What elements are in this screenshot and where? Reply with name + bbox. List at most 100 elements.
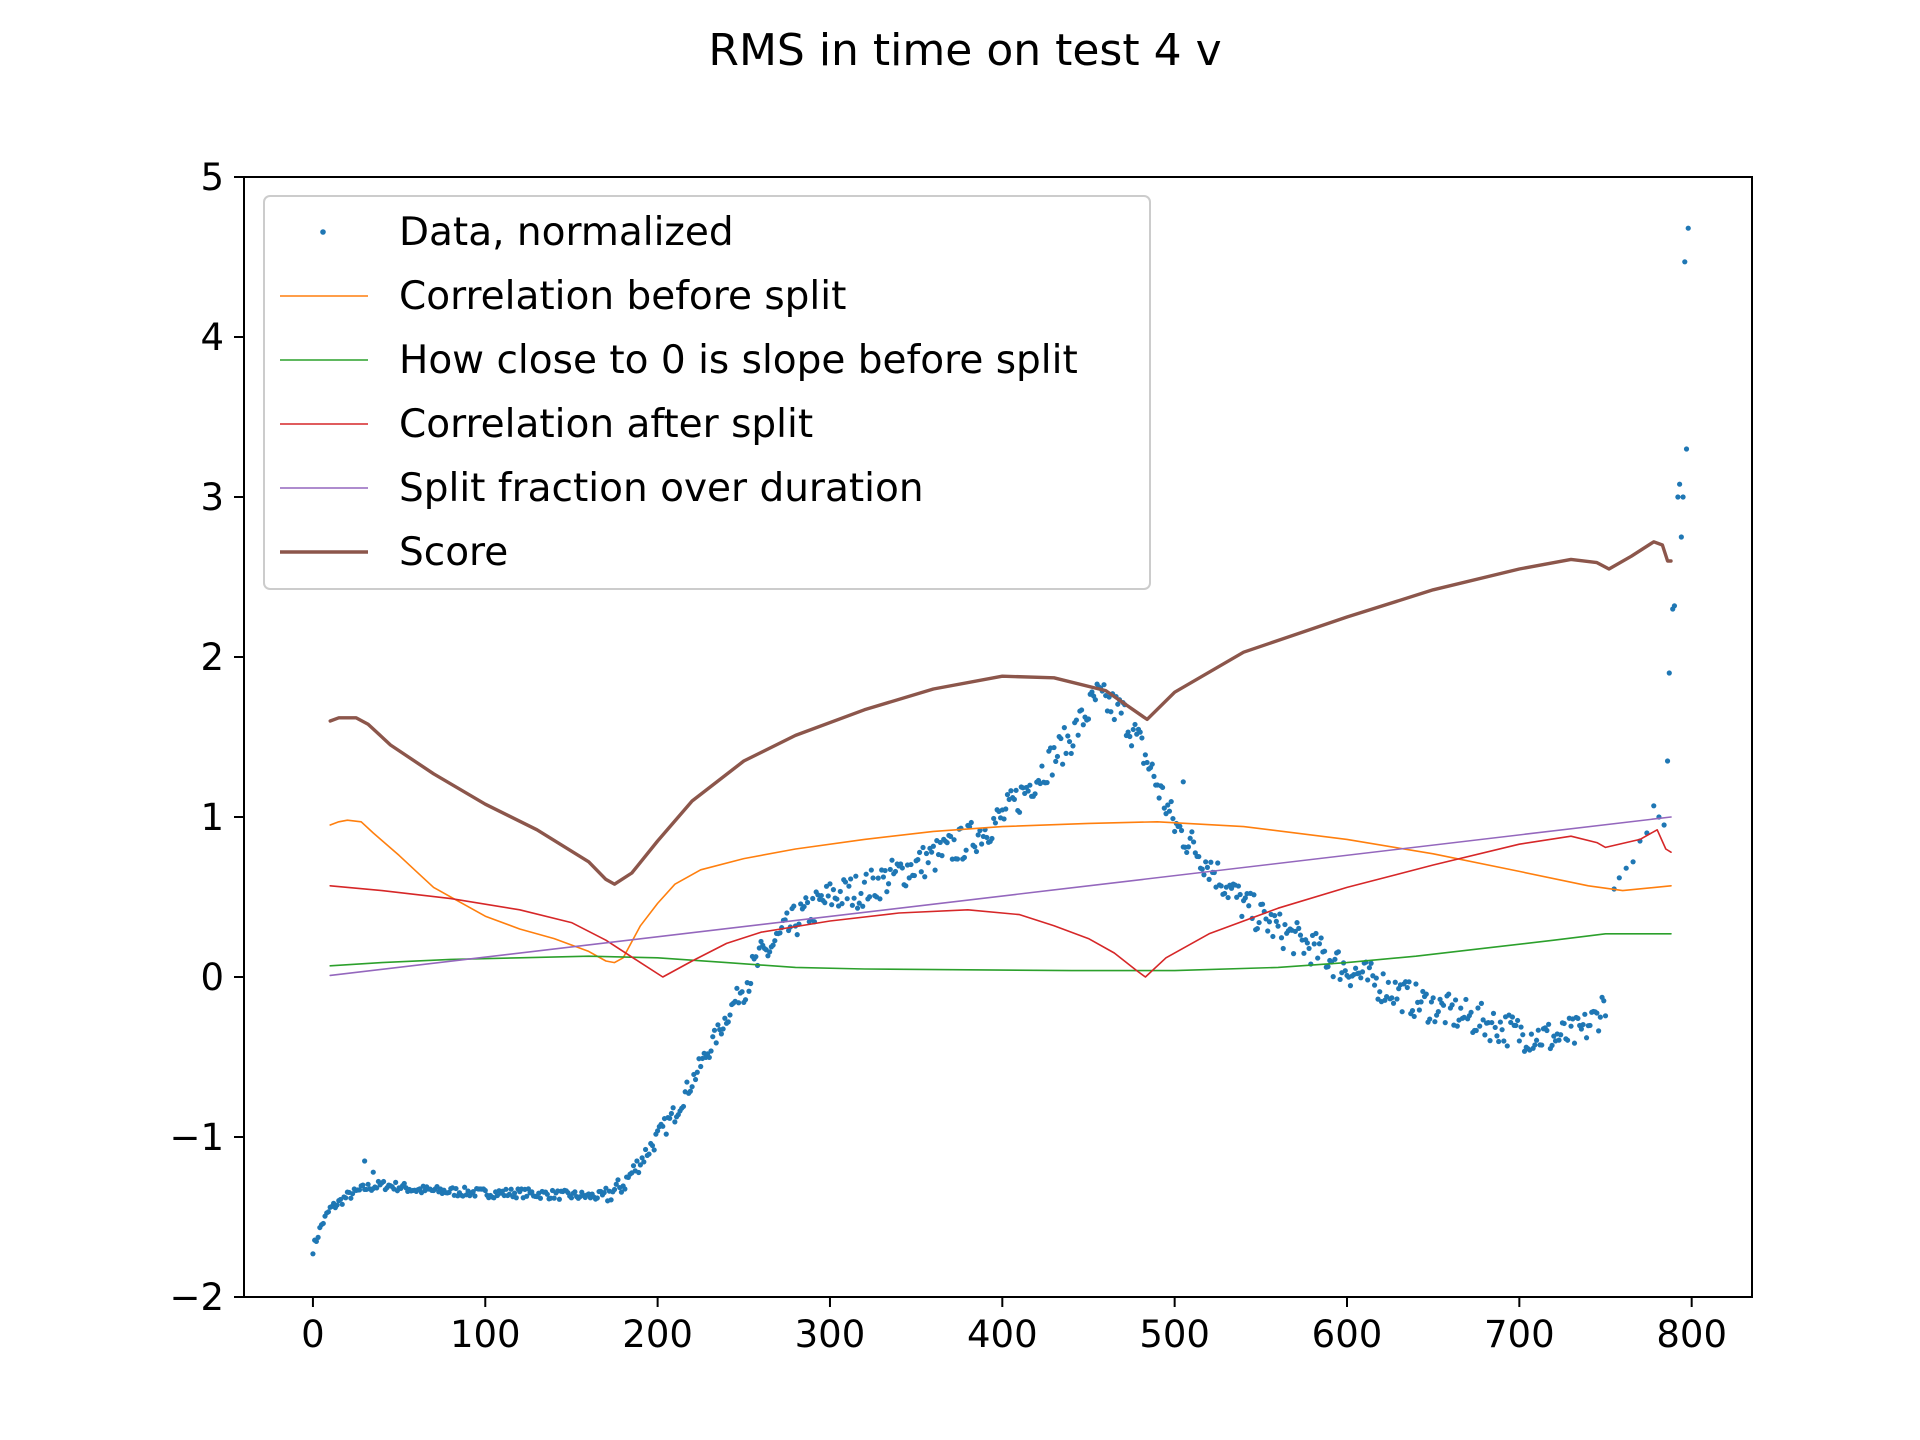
data-point	[1442, 1019, 1448, 1026]
data-point	[1049, 772, 1055, 778]
data-point	[834, 896, 840, 902]
x-tick-label: 200	[622, 1313, 693, 1356]
data-point	[1473, 1027, 1479, 1034]
data-point	[725, 1019, 731, 1025]
data-point	[1413, 981, 1419, 987]
legend-label: Split fraction over duration	[399, 466, 924, 511]
data-point	[1416, 1007, 1422, 1013]
data-point	[860, 903, 866, 909]
data-point	[1051, 744, 1057, 751]
chart-title: RMS in time on test 4 v	[708, 25, 1221, 76]
data-point	[954, 856, 961, 862]
data-point	[672, 1119, 678, 1125]
data-point	[984, 834, 990, 841]
data-point	[1685, 225, 1691, 231]
data-point	[572, 1189, 578, 1195]
data-point	[1661, 822, 1667, 828]
data-point	[508, 1186, 514, 1192]
data-point	[356, 1187, 363, 1193]
data-point	[349, 1191, 356, 1197]
data-point	[977, 827, 983, 834]
data-point	[1583, 1035, 1590, 1041]
data-point	[1044, 779, 1050, 786]
data-point	[641, 1159, 647, 1165]
legend-label: Correlation before split	[399, 274, 846, 319]
data-point	[537, 1195, 544, 1201]
data-point	[918, 869, 924, 875]
data-point	[772, 938, 778, 944]
data-point	[898, 861, 904, 867]
data-point	[365, 1181, 371, 1187]
data-point	[544, 1191, 550, 1197]
data-point	[1330, 974, 1336, 980]
data-point	[511, 1190, 518, 1196]
data-point	[770, 942, 776, 948]
data-point	[854, 905, 861, 911]
data-point	[1256, 919, 1262, 926]
data-point	[746, 988, 752, 994]
data-point	[929, 849, 935, 855]
data-point	[1184, 849, 1190, 856]
data-point	[1490, 1010, 1497, 1016]
data-point	[748, 980, 754, 987]
data-point	[1437, 996, 1443, 1002]
data-point	[663, 1131, 669, 1137]
data-point	[736, 1000, 742, 1006]
data-point	[720, 1026, 726, 1032]
y-tick-label: 5	[200, 156, 224, 199]
data-point	[692, 1076, 699, 1083]
data-point	[937, 839, 943, 846]
data-point	[842, 879, 849, 885]
data-point	[1602, 1013, 1609, 1019]
data-point	[1478, 1000, 1485, 1006]
data-point	[1335, 949, 1341, 955]
data-point	[922, 874, 928, 880]
data-point	[1053, 758, 1059, 764]
data-point	[1678, 534, 1684, 540]
legend-label: Data, normalized	[399, 210, 734, 255]
data-point	[734, 985, 740, 991]
x-axis: 0 100 200 300 400 500 600 700 800	[301, 1297, 1727, 1356]
data-point	[1225, 894, 1231, 901]
data-point	[1539, 1042, 1545, 1048]
data-point	[1168, 798, 1174, 805]
data-point	[1423, 991, 1429, 997]
data-point	[1594, 1010, 1600, 1016]
data-point	[739, 989, 745, 995]
data-point	[1108, 709, 1114, 715]
data-point	[1277, 911, 1283, 917]
data-point	[1068, 750, 1074, 757]
data-point	[1392, 979, 1398, 985]
data-point	[1203, 859, 1209, 865]
data-point	[1166, 808, 1173, 814]
data-point	[1089, 689, 1095, 695]
data-point	[1161, 805, 1167, 811]
legend-label: Score	[399, 530, 508, 575]
data-point	[1546, 1021, 1552, 1027]
data-point	[1630, 859, 1636, 865]
data-point	[637, 1162, 643, 1168]
data-point	[1404, 984, 1410, 991]
data-point	[556, 1196, 562, 1202]
data-point	[711, 1027, 718, 1033]
data-point	[1509, 1014, 1516, 1020]
data-point	[482, 1187, 488, 1194]
data-point	[1008, 788, 1014, 794]
data-point	[1070, 743, 1076, 749]
data-point	[1518, 1024, 1524, 1030]
data-point	[646, 1151, 652, 1157]
data-point	[944, 840, 950, 846]
data-point	[603, 1185, 609, 1191]
data-point	[1280, 945, 1286, 952]
data-point	[1296, 925, 1302, 931]
y-tick-label: 3	[200, 476, 224, 519]
data-point	[839, 901, 845, 907]
data-point	[1001, 816, 1007, 822]
data-point	[861, 879, 868, 885]
data-point	[1321, 948, 1328, 954]
legend-box	[263, 195, 1151, 590]
data-point	[710, 1034, 716, 1040]
data-point	[972, 844, 978, 850]
x-tick-label: 800	[1656, 1313, 1727, 1356]
x-tick-label: 700	[1484, 1313, 1555, 1356]
